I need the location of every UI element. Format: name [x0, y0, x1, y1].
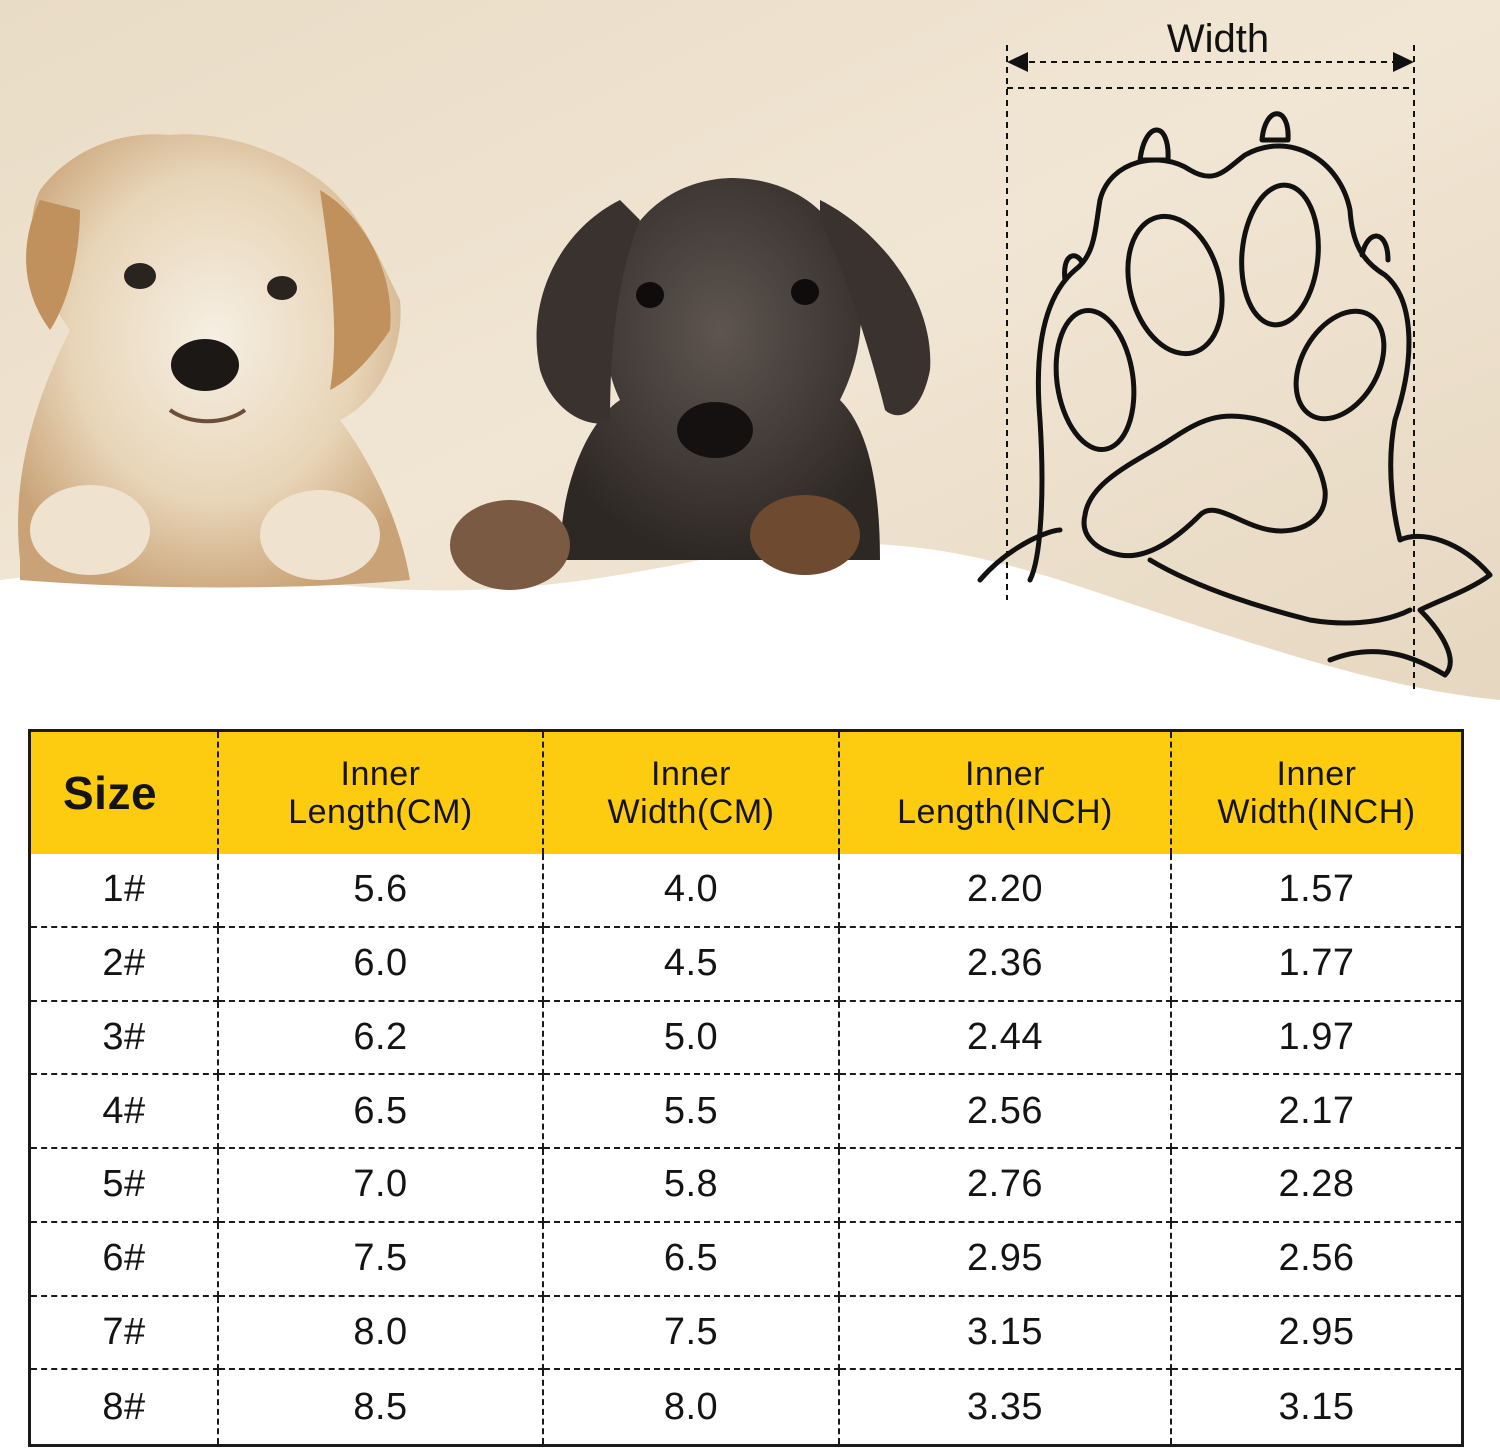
table-cell-size: 7#: [31, 1296, 219, 1371]
table-cell: 1.97: [1172, 1002, 1461, 1076]
table-cell: 1.57: [1172, 854, 1461, 928]
table-cell: 2.17: [1172, 1075, 1461, 1149]
table-cell-size: 8#: [31, 1370, 219, 1444]
table-cell: 6.2: [219, 1001, 544, 1076]
table-cell: 8.0: [544, 1370, 840, 1444]
table-cell: 2.95: [1172, 1297, 1461, 1371]
table-cell: 2.76: [840, 1149, 1172, 1223]
table-cell: 7.5: [219, 1222, 544, 1297]
table-cell: 2.56: [840, 1075, 1172, 1149]
header-line2: Length(CM): [288, 793, 473, 831]
header-size-label: Size: [63, 767, 158, 819]
table-cell: 2.56: [1172, 1223, 1461, 1297]
header-inner-width-cm: Inner Width(CM): [544, 732, 840, 854]
table-cell: 4.5: [544, 927, 840, 1002]
table-cell: 7.0: [219, 1149, 544, 1223]
table-cell: 2.95: [840, 1222, 1172, 1297]
banner-illustration: Width: [0, 0, 1500, 700]
header-line2: Width(CM): [607, 793, 775, 831]
header-line1: Inner: [965, 755, 1045, 793]
table-cell-size: 6#: [31, 1222, 219, 1297]
header-inner-width-inch: Inner Width(INCH): [1172, 732, 1461, 854]
header-line1: Inner: [340, 755, 421, 793]
table-cell-size: 4#: [31, 1075, 219, 1149]
table-cell: 2.28: [1172, 1149, 1461, 1223]
table-cell: 7.5: [544, 1296, 840, 1371]
header-line1: Inner: [651, 755, 731, 793]
table-cell: 5.6: [219, 854, 544, 928]
header-size: Size: [31, 732, 219, 854]
table-cell: 6.0: [219, 927, 544, 1002]
table-cell: 3.35: [840, 1370, 1172, 1444]
table-cell-size: 5#: [31, 1149, 219, 1223]
table-cell: 6.5: [219, 1075, 544, 1149]
table-cell: 5.5: [544, 1075, 840, 1149]
header-line2: Length(INCH): [897, 793, 1113, 831]
header-inner-length-cm: Inner Length(CM): [219, 732, 544, 854]
header-line1: Inner: [1276, 755, 1357, 793]
table-cell: 3.15: [1278, 1385, 1355, 1428]
table-cell: 1.77: [1172, 928, 1461, 1002]
table-cell: 6.5: [544, 1222, 840, 1297]
table-cell: 8.5: [219, 1370, 544, 1444]
table-cell: 5.0: [544, 1001, 840, 1076]
paw-outline-icon: [977, 111, 1493, 678]
table-cell-size: 1#: [31, 854, 219, 928]
dark-puppy-image: [450, 178, 931, 590]
header-line2: Width(INCH): [1217, 793, 1416, 831]
table-cell: 2.44: [840, 1001, 1172, 1076]
header-inner-length-inch: Inner Length(INCH): [840, 732, 1172, 854]
fluffy-puppy-image: [18, 134, 410, 588]
table-cell: 2.20: [840, 854, 1172, 928]
table-cell: 2.36: [840, 927, 1172, 1002]
width-dimension-marker: [1006, 45, 1415, 690]
table-cell-size: 3#: [31, 1001, 219, 1076]
width-label: Width: [1167, 17, 1269, 61]
table-cell: 5.8: [544, 1149, 840, 1223]
table-cell: 8.0: [219, 1296, 544, 1371]
table-cell-size: 2#: [31, 927, 219, 1002]
table-cell: 3.15: [840, 1296, 1172, 1371]
table-cell: 4.0: [544, 854, 840, 928]
size-chart-table: Size Inner Length(CM) Inner Width(CM) In…: [28, 729, 1464, 1447]
